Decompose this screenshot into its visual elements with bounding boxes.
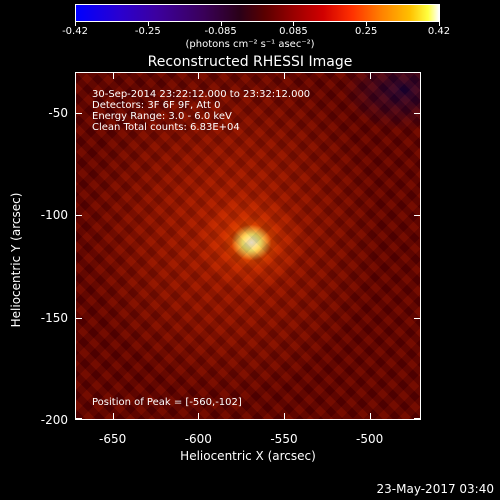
y-tick-label: -50	[48, 105, 68, 120]
y-axis-tick	[414, 215, 420, 217]
colorbar-tick-label: -0.25	[134, 26, 161, 37]
y-axis-tick	[76, 112, 82, 114]
y-axis-title: Heliocentric Y (arcsec)	[9, 192, 23, 328]
colorbar-tick	[75, 22, 76, 26]
colorbar-tick	[366, 22, 368, 26]
rhessi-image: 30-Sep-2014 23:22:12.000 to 23:32:12.000…	[75, 72, 421, 420]
x-tick-label: -600	[184, 432, 212, 446]
y-axis-tick	[76, 317, 82, 319]
colorbar	[75, 4, 440, 22]
x-axis-tick	[198, 413, 200, 419]
x-axis-title: Heliocentric X (arcsec)	[180, 449, 316, 463]
x-axis-tick	[283, 73, 285, 79]
y-axis-tick	[414, 317, 420, 319]
x-axis-tick	[112, 73, 114, 79]
image-title: Reconstructed RHESSI Image	[147, 54, 353, 70]
y-axis-tick	[414, 112, 420, 114]
info-detectors: Detectors: 3F 6F 9F, Att 0	[92, 100, 221, 111]
y-axis-tick	[414, 418, 420, 419]
y-tick-label: -200	[40, 413, 68, 427]
info-time-range: 30-Sep-2014 23:22:12.000 to 23:32:12.000	[92, 89, 311, 100]
datestamp: 23-May-2017 03:40	[376, 482, 494, 496]
x-tick-label: -550	[270, 432, 298, 446]
colorbar-unit: (photons cm⁻² s⁻¹ asec⁻²)	[185, 39, 315, 50]
x-axis-tick	[198, 73, 200, 79]
info-energy: Energy Range: 3.0 - 6.0 keV	[92, 111, 232, 122]
y-axis-tick	[76, 215, 82, 217]
colorbar-tick	[439, 22, 440, 26]
colorbar-tick-label: -0.085	[204, 26, 237, 37]
colorbar-tick-label: 0.085	[279, 26, 308, 37]
x-axis-tick	[369, 73, 371, 79]
y-axis-tick	[76, 418, 82, 419]
info-clean: Clean Total counts: 6.83E+04	[92, 122, 240, 133]
x-tick-label: -650	[99, 432, 127, 446]
y-tick-label: -150	[40, 310, 68, 325]
x-axis-tick	[369, 413, 371, 419]
colorbar-tick	[220, 22, 222, 26]
x-axis-tick	[283, 413, 285, 419]
colorbar-tick	[293, 22, 295, 26]
y-tick-label: -100	[40, 208, 68, 223]
colorbar-tick-label: 0.25	[355, 26, 378, 37]
x-tick-label: -500	[355, 432, 384, 446]
colorbar-tick	[147, 22, 149, 26]
info-peak: Position of Peak = [-560,-102]	[92, 397, 242, 408]
colorbar-tick-label: 0.42	[427, 26, 451, 37]
x-axis-tick	[112, 413, 114, 419]
colorbar-tick-label: -0.42	[62, 26, 88, 37]
